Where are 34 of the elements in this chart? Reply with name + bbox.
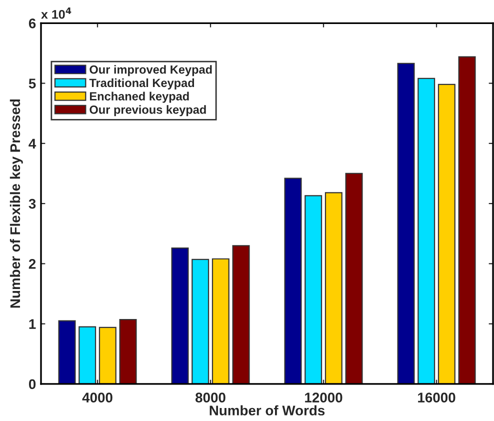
y-tick-label: 6: [28, 18, 36, 28]
bar: [192, 258, 210, 384]
legend-label: Our improved Keypad: [90, 65, 212, 76]
y-tick-label: 0: [28, 379, 36, 390]
bar: [78, 326, 96, 384]
bar: [324, 192, 342, 384]
bar: [119, 319, 137, 384]
bar: [458, 56, 476, 384]
bar: [98, 326, 116, 384]
legend-label: Traditional Keypad: [89, 78, 194, 90]
bar: [345, 172, 363, 384]
y-tick-label: 4: [28, 138, 36, 148]
bar: [304, 195, 322, 384]
x-tick-label: 8000: [196, 392, 226, 402]
bar: [171, 247, 189, 384]
bar: [212, 258, 230, 384]
legend-label: Our previous keypad: [90, 105, 206, 116]
y-tick-label: 3: [28, 198, 36, 209]
text: x 10$^{4}$: [41, 8, 72, 19]
x-axis-title: Number of Words: [210, 405, 325, 416]
x-tick-label: 4000: [82, 392, 112, 402]
legend-label: Enchaned keypad: [90, 92, 189, 103]
y-tick-label: 2: [28, 259, 36, 269]
bar: [58, 320, 76, 384]
y-tick-label: 5: [28, 78, 36, 88]
bar: [284, 178, 302, 384]
bar: [232, 245, 250, 384]
y-tick-label: 1: [29, 319, 36, 329]
x-tick-label: 16000: [418, 392, 456, 402]
bar: [397, 62, 415, 384]
x-tick-label: 12000: [305, 392, 342, 402]
bar: [418, 78, 436, 384]
bar: [438, 84, 456, 384]
y-axis-title: Number of Flexible key Pressed: [10, 99, 23, 308]
